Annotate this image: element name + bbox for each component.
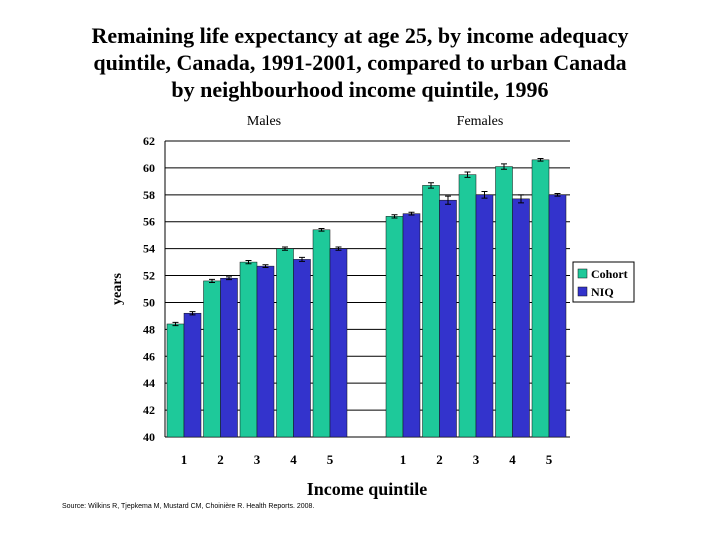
error-bar-cohort-females-3 [464,171,471,178]
y-tick-label-48: 48 [143,322,155,336]
error-bar-niq-females-4 [518,194,524,204]
source-note: Source: Wilkins R, Tjepkema M, Mustard C… [62,503,315,510]
x-tick-label-females-2: 2 [436,452,443,467]
y-tick-label-54: 54 [143,242,155,256]
bar-cohort-males-3 [239,261,258,438]
bar-cohort-females-1 [385,216,404,438]
title-line-3: by neighbourhood income quintile, 1996 [171,77,549,102]
error-bar-cohort-males-3 [245,259,252,265]
y-tick-label-40: 40 [143,430,155,444]
x-axis-label: Income quintile [307,479,428,499]
x-tick-label-males-3: 3 [254,452,261,467]
error-bar-cohort-females-2 [428,182,434,189]
legend-label-niq: NIQ [591,285,614,299]
y-tick-label-42: 42 [143,403,155,417]
y-tick-label-58: 58 [143,188,155,202]
y-tick-label-60: 60 [143,161,155,175]
error-bar-cohort-females-1 [391,214,398,219]
legend-label-cohort: Cohort [591,267,628,281]
error-bar-niq-males-5 [335,246,342,251]
y-tick-label-44: 44 [143,376,155,390]
legend-swatch-cohort [577,268,588,279]
bar-cohort-females-2 [422,185,440,438]
bar-cohort-females-4 [495,166,513,438]
x-tick-label-females-5: 5 [546,452,553,467]
x-tick-label-males-2: 2 [217,452,224,467]
group-label-females: Females [457,114,504,129]
x-tick-label-males-5: 5 [327,452,334,467]
bar-niq-males-2 [220,277,238,438]
error-bar-niq-males-2 [226,276,232,281]
error-bar-cohort-males-4 [282,246,288,251]
bar-niq-females-2 [439,199,457,438]
x-tick-label-females-3: 3 [473,452,480,467]
error-bar-niq-females-2 [445,195,451,205]
y-tick-label-56: 56 [143,215,155,229]
error-bar-niq-females-1 [408,211,415,216]
bar-niq-females-4 [512,198,530,438]
y-tick-label-62: 62 [143,134,155,148]
y-tick-label-46: 46 [143,349,155,363]
title-line-1: Remaining life expectancy at age 25, by … [91,23,629,48]
bar-niq-females-5 [548,194,567,438]
legend-swatch-niq [577,286,588,297]
y-axis-label: years [110,273,125,305]
bar-cohort-females-5 [531,159,550,438]
group-label-males: Males [247,114,281,129]
bar-cohort-males-2 [203,280,221,438]
bar-cohort-males-5 [312,229,331,438]
error-bar-cohort-males-1 [172,321,179,327]
bar-cohort-females-3 [458,174,477,438]
bar-cohort-males-4 [276,248,294,438]
error-bar-niq-females-5 [554,192,561,197]
bar-niq-males-4 [293,259,311,438]
y-tick-label-52: 52 [143,269,155,283]
error-bar-niq-females-3 [481,190,488,199]
chart-title: Remaining life expectancy at age 25, by … [0,22,720,103]
error-bar-niq-males-1 [189,311,196,316]
bar-niq-females-3 [475,194,494,438]
error-bar-niq-males-3 [262,264,269,268]
bar-niq-males-5 [329,248,348,438]
y-tick-label-50: 50 [143,295,155,309]
x-tick-label-females-4: 4 [509,452,516,467]
bar-cohort-males-1 [166,323,185,438]
error-bar-cohort-females-5 [537,157,544,162]
error-bar-cohort-males-2 [209,278,215,284]
x-tick-label-males-1: 1 [181,452,188,467]
error-bar-cohort-males-5 [318,227,325,232]
x-tick-label-females-1: 1 [400,452,407,467]
error-bar-niq-males-4 [299,256,305,262]
bar-niq-males-1 [183,312,202,438]
x-tick-label-males-4: 4 [290,452,297,467]
title-line-2: quintile, Canada, 1991-2001, compared to… [93,50,627,75]
bar-niq-females-1 [402,213,421,438]
bar-niq-males-3 [256,265,275,438]
error-bar-cohort-females-4 [501,163,507,170]
